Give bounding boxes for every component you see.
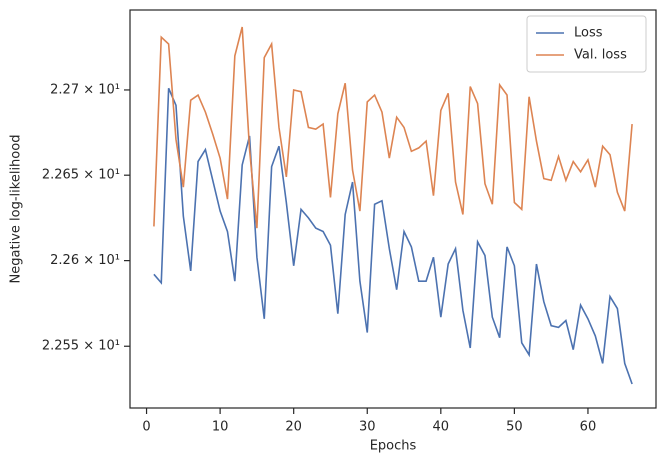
y-tick-label: 2.255 × 10¹ — [42, 339, 120, 354]
x-tick-label: 20 — [285, 420, 302, 435]
legend-label: Loss — [574, 26, 603, 41]
x-tick-label: 60 — [580, 420, 597, 435]
legend-label: Val. loss — [574, 48, 627, 63]
plot-frame — [129, 9, 657, 409]
x-axis-label: Epochs — [370, 439, 417, 454]
x-tick-label: 40 — [433, 420, 450, 435]
x-tick-label: 10 — [212, 420, 229, 435]
y-tick-label: 2.26 × 10¹ — [50, 253, 120, 268]
line-series — [153, 87, 633, 385]
y-tick-label: 2.27 × 10¹ — [50, 82, 120, 97]
x-tick-label: 50 — [506, 420, 523, 435]
legend-box — [526, 15, 647, 73]
y-axis-label: Negative log-likelihood — [9, 135, 24, 284]
x-tick-label: 0 — [142, 420, 150, 435]
x-tick-label: 30 — [359, 420, 376, 435]
line-series — [153, 26, 633, 229]
y-tick-label: 2.265 × 10¹ — [42, 168, 120, 183]
